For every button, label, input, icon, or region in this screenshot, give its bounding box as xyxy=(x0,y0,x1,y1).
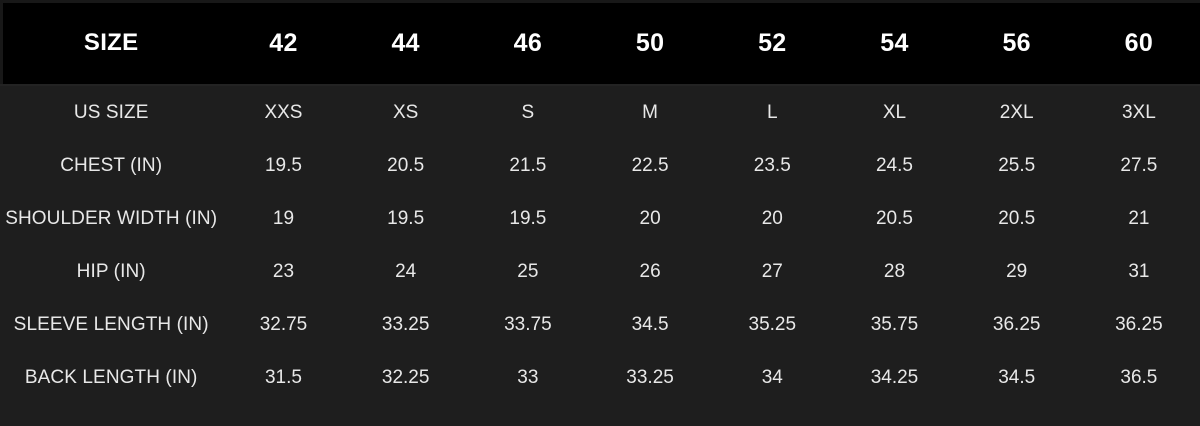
header-cell-size-0: 42 xyxy=(222,0,345,86)
cell-hip-3: 26 xyxy=(588,245,712,298)
cell-shoulder-width-4: 20 xyxy=(711,192,834,245)
cell-hip-2: 25 xyxy=(466,245,589,298)
cell-sleeve-length-4: 35.25 xyxy=(711,298,834,351)
cell-back-length-7: 36.5 xyxy=(1077,351,1200,404)
cell-us-size-0: XXS xyxy=(222,86,345,139)
cell-sleeve-length-3: 34.5 xyxy=(588,298,712,351)
cell-back-length-3: 33.25 xyxy=(588,351,712,404)
cell-shoulder-width-6: 20.5 xyxy=(955,192,1078,245)
table-header: SIZE 42 44 46 50 52 54 56 60 xyxy=(0,0,1200,86)
cell-shoulder-width-5: 20.5 xyxy=(833,192,956,245)
cell-us-size-4: L xyxy=(711,86,834,139)
cell-shoulder-width-3: 20 xyxy=(588,192,712,245)
table-row: SLEEVE LENGTH (IN) 32.75 33.25 33.75 34.… xyxy=(0,298,1200,351)
row-label-chest: CHEST (IN) xyxy=(0,139,223,192)
cell-sleeve-length-2: 33.75 xyxy=(466,298,589,351)
cell-us-size-5: XL xyxy=(833,86,956,139)
header-cell-size-3: 50 xyxy=(588,0,712,86)
cell-us-size-3: M xyxy=(588,86,712,139)
cell-back-length-0: 31.5 xyxy=(222,351,345,404)
cell-hip-4: 27 xyxy=(711,245,834,298)
cell-shoulder-width-0: 19 xyxy=(222,192,345,245)
cell-back-length-6: 34.5 xyxy=(955,351,1078,404)
cell-chest-1: 20.5 xyxy=(344,139,467,192)
cell-shoulder-width-1: 19.5 xyxy=(344,192,467,245)
header-cell-size-4: 52 xyxy=(711,0,834,86)
row-label-back-length: BACK LENGTH (IN) xyxy=(0,351,223,404)
cell-us-size-7: 3XL xyxy=(1077,86,1200,139)
header-cell-size-7: 60 xyxy=(1077,0,1200,86)
cell-hip-0: 23 xyxy=(222,245,345,298)
cell-back-length-5: 34.25 xyxy=(833,351,956,404)
row-label-shoulder-width: SHOULDER WIDTH (IN) xyxy=(0,192,223,245)
cell-us-size-2: S xyxy=(466,86,589,139)
table-row: BACK LENGTH (IN) 31.5 32.25 33 33.25 34 … xyxy=(0,351,1200,404)
row-label-sleeve-length: SLEEVE LENGTH (IN) xyxy=(0,298,223,351)
cell-sleeve-length-0: 32.75 xyxy=(222,298,345,351)
cell-shoulder-width-2: 19.5 xyxy=(466,192,589,245)
cell-chest-5: 24.5 xyxy=(833,139,956,192)
cell-us-size-1: XS xyxy=(344,86,467,139)
cell-hip-5: 28 xyxy=(833,245,956,298)
header-row: SIZE 42 44 46 50 52 54 56 60 xyxy=(0,0,1200,86)
cell-chest-2: 21.5 xyxy=(466,139,589,192)
cell-chest-0: 19.5 xyxy=(222,139,345,192)
cell-shoulder-width-7: 21 xyxy=(1077,192,1200,245)
row-label-us-size: US SIZE xyxy=(0,86,223,139)
cell-hip-1: 24 xyxy=(344,245,467,298)
size-chart-table: SIZE 42 44 46 50 52 54 56 60 US SIZE XXS… xyxy=(0,0,1200,404)
cell-sleeve-length-7: 36.25 xyxy=(1077,298,1200,351)
header-cell-size-1: 44 xyxy=(344,0,467,86)
table-row: CHEST (IN) 19.5 20.5 21.5 22.5 23.5 24.5… xyxy=(0,139,1200,192)
cell-hip-6: 29 xyxy=(955,245,1078,298)
cell-back-length-1: 32.25 xyxy=(344,351,467,404)
cell-sleeve-length-6: 36.25 xyxy=(955,298,1078,351)
cell-sleeve-length-1: 33.25 xyxy=(344,298,467,351)
header-cell-size-2: 46 xyxy=(466,0,589,86)
header-cell-size-label: SIZE xyxy=(0,0,223,86)
header-cell-size-6: 56 xyxy=(955,0,1078,86)
cell-chest-7: 27.5 xyxy=(1077,139,1200,192)
cell-hip-7: 31 xyxy=(1077,245,1200,298)
cell-us-size-6: 2XL xyxy=(955,86,1078,139)
cell-chest-6: 25.5 xyxy=(955,139,1078,192)
cell-back-length-4: 34 xyxy=(711,351,834,404)
cell-sleeve-length-5: 35.75 xyxy=(833,298,956,351)
table-row: US SIZE XXS XS S M L XL 2XL 3XL xyxy=(0,86,1200,139)
header-cell-size-5: 54 xyxy=(833,0,956,86)
table-row: SHOULDER WIDTH (IN) 19 19.5 19.5 20 20 2… xyxy=(0,192,1200,245)
cell-back-length-2: 33 xyxy=(466,351,589,404)
table-row: HIP (IN) 23 24 25 26 27 28 29 31 xyxy=(0,245,1200,298)
table-body: US SIZE XXS XS S M L XL 2XL 3XL CHEST (I… xyxy=(0,86,1200,404)
cell-chest-4: 23.5 xyxy=(711,139,834,192)
cell-chest-3: 22.5 xyxy=(588,139,712,192)
row-label-hip: HIP (IN) xyxy=(0,245,223,298)
